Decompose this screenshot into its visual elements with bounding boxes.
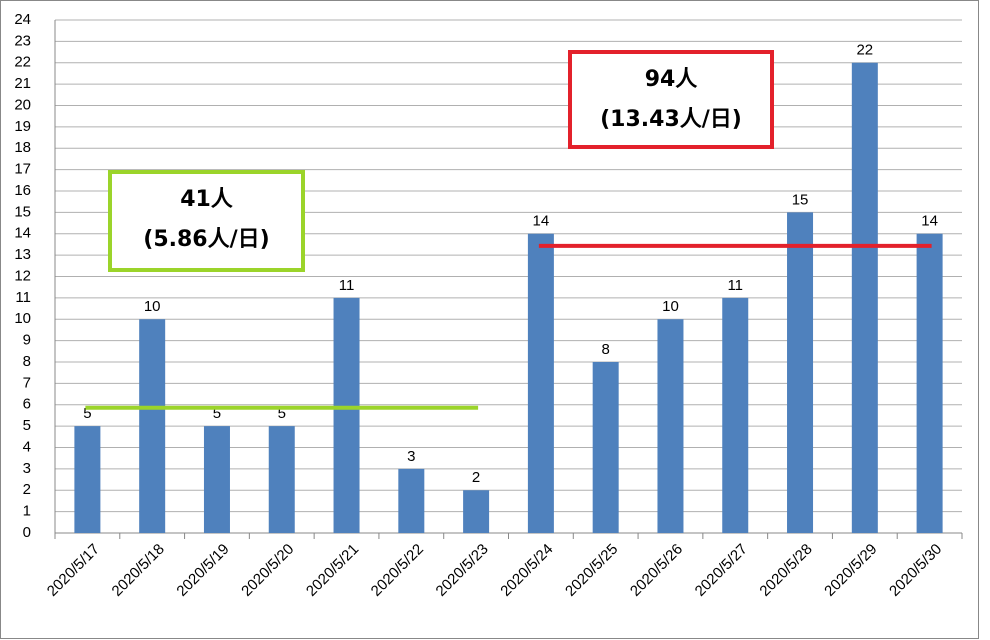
y-tick-label: 11 <box>15 289 31 306</box>
bar <box>333 297 360 533</box>
bar <box>74 426 101 533</box>
annotation-rate: (5.86人/日) <box>143 227 269 252</box>
annotation-rate: (13.43人/日) <box>600 107 742 132</box>
y-tick-label: 2 <box>23 481 31 498</box>
bar <box>268 426 295 533</box>
bar <box>463 490 490 533</box>
y-tick-label: 14 <box>14 225 31 242</box>
y-tick-label: 12 <box>14 267 31 284</box>
y-tick-label: 22 <box>14 54 31 71</box>
y-tick-label: 0 <box>23 524 31 541</box>
data-label: 5 <box>83 405 91 422</box>
bar <box>592 362 619 533</box>
data-label: 14 <box>921 213 938 230</box>
data-label: 5 <box>278 405 286 422</box>
bar <box>722 297 749 533</box>
y-tick-label: 9 <box>23 332 31 349</box>
y-tick-label: 23 <box>14 32 31 49</box>
annotation-total: 94人 <box>645 67 698 92</box>
annotation-box <box>108 170 305 272</box>
y-tick-label: 7 <box>23 374 31 391</box>
y-tick-label: 21 <box>14 75 31 92</box>
data-label: 5 <box>213 405 221 422</box>
y-tick-label: 20 <box>14 96 31 113</box>
y-tick-label: 13 <box>14 246 31 263</box>
bar <box>139 319 166 533</box>
y-tick-label: 6 <box>23 396 31 413</box>
y-tick-label: 1 <box>23 503 31 520</box>
data-label: 10 <box>144 298 161 315</box>
data-label: 10 <box>662 298 679 315</box>
data-label: 14 <box>533 213 550 230</box>
y-tick-label: 10 <box>14 310 31 327</box>
bar <box>203 426 230 533</box>
y-tick-label: 24 <box>14 11 31 28</box>
bar <box>851 62 878 533</box>
data-label: 11 <box>727 277 743 294</box>
y-tick-label: 15 <box>14 203 31 220</box>
y-tick-label: 16 <box>14 182 31 199</box>
y-tick-label: 18 <box>14 139 31 156</box>
y-tick-label: 8 <box>23 353 31 370</box>
bar <box>398 468 425 533</box>
y-tick-label: 5 <box>23 417 31 434</box>
bar <box>916 233 943 533</box>
annotation-box <box>568 50 774 149</box>
data-label: 8 <box>602 341 610 358</box>
data-label: 11 <box>339 277 355 294</box>
y-tick-label: 3 <box>23 460 31 477</box>
data-label: 2 <box>472 469 480 486</box>
bar <box>527 233 554 533</box>
bar <box>657 319 684 533</box>
y-tick-label: 4 <box>23 438 31 455</box>
data-label: 3 <box>407 448 415 465</box>
y-tick-label: 19 <box>14 118 31 135</box>
bar <box>787 212 814 533</box>
data-label: 22 <box>856 42 873 59</box>
y-tick-label: 17 <box>14 161 31 178</box>
data-label: 15 <box>792 191 809 208</box>
annotation-total: 41人 <box>180 187 233 212</box>
